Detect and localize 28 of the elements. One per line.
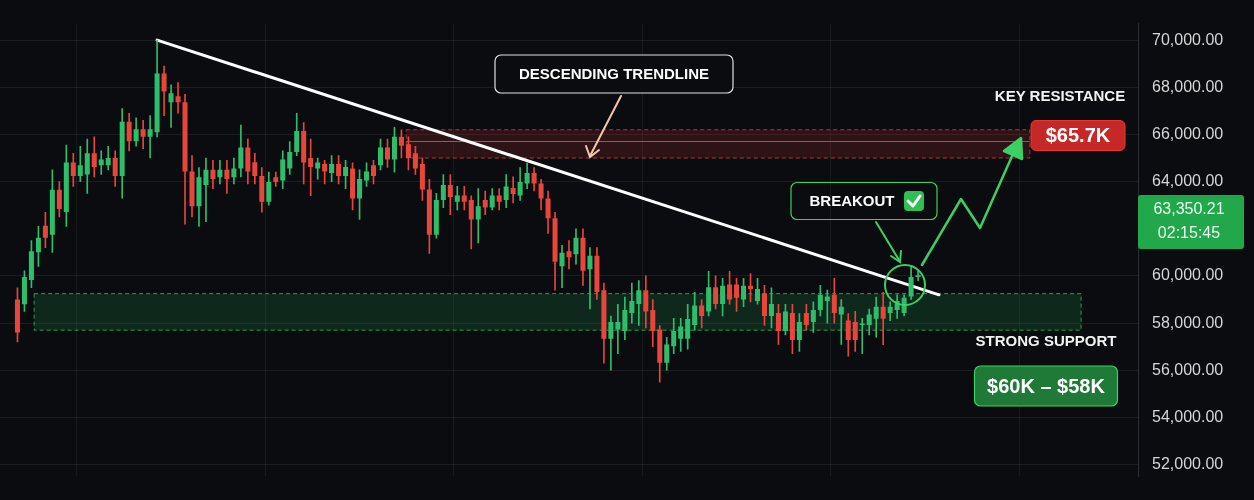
candlestick	[880, 292, 886, 345]
y-tick-label: 66,000.00	[1152, 124, 1224, 142]
candlestick	[147, 115, 153, 159]
ref-line-label: $65.7K	[1045, 124, 1111, 147]
y-tick-label: 70,000.00	[1152, 30, 1224, 48]
candlestick	[510, 176, 516, 204]
band-label: KEY RESISTANCE	[994, 86, 1126, 104]
band-label: STRONG SUPPORT	[975, 332, 1117, 350]
candlestick	[175, 82, 181, 114]
y-tick-label: 64,000.00	[1152, 172, 1224, 190]
y-tick-label: 68,000.00	[1152, 77, 1224, 95]
candlestick	[566, 240, 572, 270]
candlestick	[168, 84, 174, 128]
annotation: DESCENDING TRENDLINE	[518, 65, 710, 83]
candlestick	[461, 186, 467, 211]
annotation: BREAKOUT	[809, 192, 895, 210]
candlestick	[308, 138, 314, 197]
y-tick-label: 54,000.00	[1152, 407, 1224, 425]
text: 63,350.21 02:15:45	[1153, 200, 1225, 242]
annotation: $60K – $58K	[987, 374, 1106, 397]
candlestick	[203, 157, 209, 223]
y-tick-label: 58,000.00	[1152, 313, 1224, 331]
candlestick	[475, 188, 481, 244]
y-tick-label: 60,000.00	[1152, 266, 1224, 284]
y-tick-label: 56,000.00	[1152, 360, 1224, 378]
y-tick-label: 52,000.00	[1152, 455, 1224, 473]
candlestick	[454, 186, 460, 211]
candlestick	[98, 150, 104, 175]
